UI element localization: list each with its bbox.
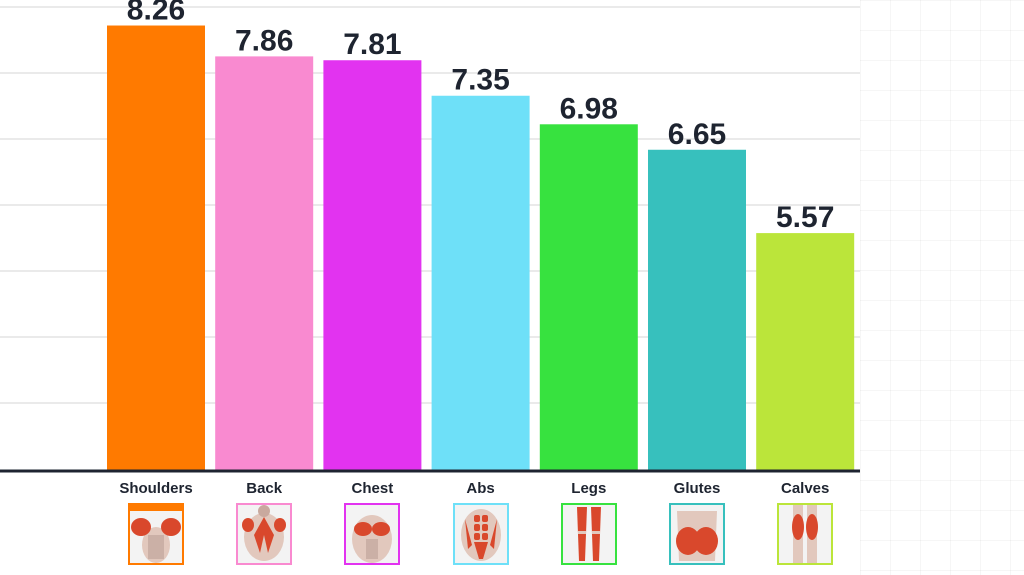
category-label-abs: Abs xyxy=(466,480,495,497)
value-label-chest: 7.81 xyxy=(343,28,401,61)
chest-muscle-icon xyxy=(344,503,401,565)
bar-chest xyxy=(323,60,422,471)
glutes-muscle-icon xyxy=(669,503,725,565)
category-label-chest: Chest xyxy=(351,480,394,497)
value-label-back: 7.86 xyxy=(235,24,293,57)
background-grid xyxy=(860,0,1024,575)
category-label-back: Back xyxy=(246,480,283,497)
abs-muscle-icon xyxy=(452,503,509,565)
value-label-abs: 7.35 xyxy=(451,64,509,97)
back-muscle-icon xyxy=(236,503,293,565)
bar-abs xyxy=(431,95,530,470)
bar-legs xyxy=(539,124,638,470)
bar-shoulders xyxy=(107,25,205,471)
value-label-calves: 5.57 xyxy=(776,201,834,234)
category-label-calves: Calves xyxy=(781,480,830,497)
category-label-shoulders: Shoulders xyxy=(119,480,193,497)
category-label-glutes: Glutes xyxy=(673,480,721,497)
calves-muscle-icon xyxy=(777,503,834,565)
bar-calves xyxy=(756,233,855,470)
category-label-legs: Legs xyxy=(571,480,607,497)
bar-back xyxy=(215,56,314,471)
value-label-shoulders: 8.26 xyxy=(127,0,185,27)
legs-muscle-icon xyxy=(560,503,617,565)
shoulders-muscle-icon xyxy=(128,503,184,565)
value-label-legs: 6.98 xyxy=(560,92,618,125)
value-label-glutes: 6.65 xyxy=(668,118,726,151)
bar-glutes xyxy=(648,149,746,470)
